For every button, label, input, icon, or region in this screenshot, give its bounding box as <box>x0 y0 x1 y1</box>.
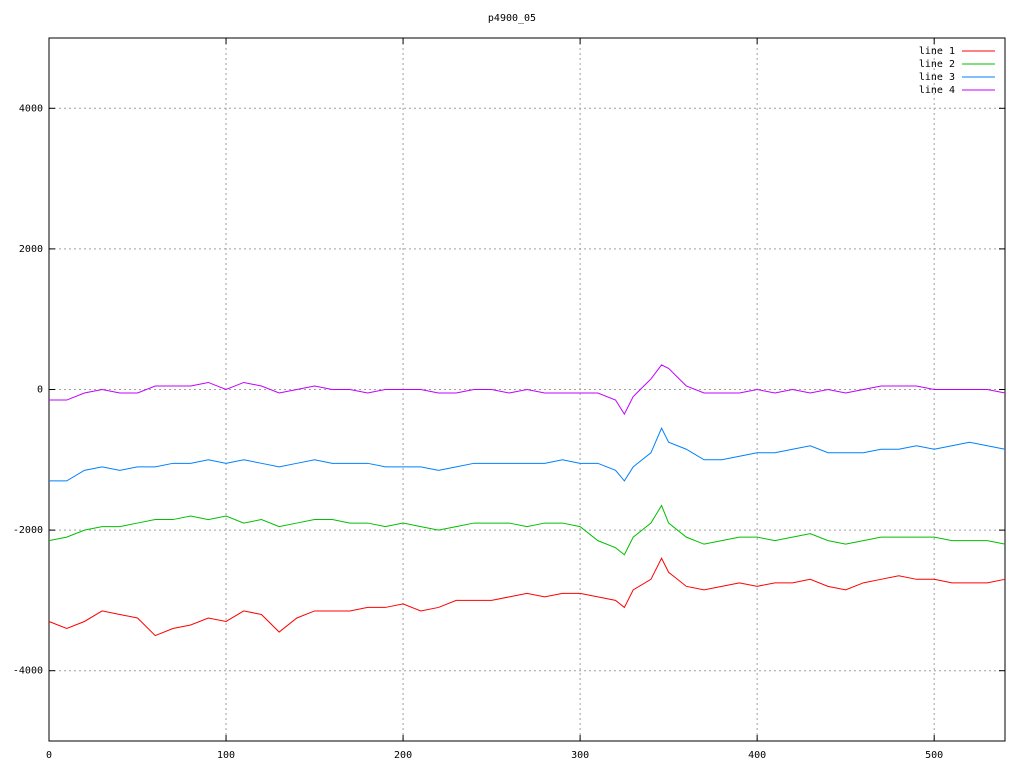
data-line <box>48 504 1006 556</box>
legend-label: line 2 <box>919 59 955 70</box>
y-tick-label: -2000 <box>13 525 43 536</box>
x-tick-label: 300 <box>571 750 589 761</box>
x-tick-label: 0 <box>46 750 52 761</box>
y-tick-label: 4000 <box>19 103 43 114</box>
data-line <box>49 364 1006 416</box>
y-tick-label: -4000 <box>13 666 43 677</box>
data-line <box>48 557 1006 637</box>
data-line <box>49 426 1006 482</box>
legend-label: line 1 <box>919 46 955 57</box>
legend-label: line 4 <box>919 85 955 96</box>
x-tick-label: 500 <box>925 750 943 761</box>
y-tick-label: 0 <box>37 385 43 396</box>
plot-frame <box>48 37 1006 742</box>
legend-label: line 3 <box>919 72 955 83</box>
x-tick-label: 400 <box>748 750 766 761</box>
x-tick-label: 100 <box>217 750 235 761</box>
x-tick-label: 200 <box>394 750 412 761</box>
y-tick-label: 2000 <box>19 244 43 255</box>
chart-title: p4900_05 <box>488 13 536 24</box>
